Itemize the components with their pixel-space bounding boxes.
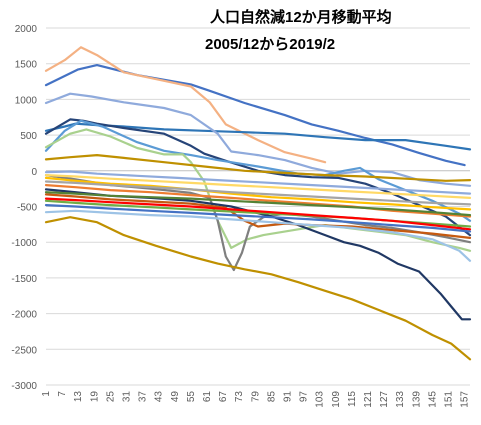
x-tick-label: 157 [460, 391, 471, 408]
y-tick-label: -3000 [11, 381, 37, 392]
gridlines [46, 27, 470, 386]
series-line-13 [44, 184, 472, 218]
series-line-21 [44, 197, 472, 231]
series-line-17 [44, 209, 472, 262]
x-tick-label: 97 [299, 391, 310, 403]
series-line-10 [44, 216, 472, 361]
series-line-3 [44, 122, 472, 151]
x-tick-label: 115 [347, 391, 358, 407]
series-line-2 [44, 46, 327, 164]
y-tick-label: 2000 [15, 24, 38, 35]
series-line-6 [44, 119, 472, 222]
x-tick-label: 25 [105, 391, 116, 403]
x-tick-label: 37 [138, 391, 149, 403]
y-tick-label: -2000 [11, 310, 37, 321]
x-tick-label: 19 [89, 391, 100, 403]
y-tick-label: -500 [17, 203, 37, 214]
x-tick-label: 139 [411, 391, 422, 408]
chart-title-line1: 人口自然減12か月移動平均 [210, 8, 392, 26]
x-tick-label: 145 [427, 391, 438, 408]
x-tick-label: 151 [444, 391, 455, 408]
x-tick-label: 49 [170, 391, 181, 403]
x-tick-label: 43 [154, 391, 165, 403]
y-tick-label: -2500 [11, 345, 37, 356]
x-tick-label: 7 [57, 391, 68, 397]
x-tick-label: 55 [186, 391, 197, 403]
y-tick-label: 0 [31, 167, 37, 178]
x-tick-label: 1 [41, 391, 52, 397]
series-line-11 [44, 154, 472, 182]
series-line-18 [44, 204, 472, 233]
series-line-14 [44, 193, 472, 239]
series-line-20 [44, 174, 472, 199]
series-line-8 [44, 174, 472, 272]
x-tick-label: 127 [379, 391, 390, 408]
x-tick-label: 61 [202, 391, 213, 403]
y-tick-label: 1000 [15, 95, 38, 106]
series-lines [44, 46, 472, 361]
x-tick-label: 133 [395, 391, 406, 408]
series-line-16 [44, 191, 472, 217]
x-tick-label: 67 [218, 391, 229, 403]
series-line-1 [44, 63, 466, 167]
series-line-12 [44, 176, 472, 211]
chart-title-line2: 2005/12から2019/2 [205, 36, 335, 53]
series-line-22 [44, 170, 472, 195]
series-line-5 [44, 118, 472, 237]
x-axis-ticks: 1 7 13 19 25 31 37 43 49 55 61 67 73 79 85 91 97 103 109 11… [41, 391, 471, 408]
y-tick-label: 500 [20, 131, 37, 142]
x-tick-label: 91 [283, 391, 294, 403]
x-tick-label: 73 [234, 391, 245, 403]
series-line-19 [44, 180, 472, 206]
x-tick-label: 103 [315, 391, 326, 408]
y-tick-label: -1500 [11, 274, 37, 285]
x-tick-label: 31 [122, 391, 133, 403]
x-tick-label: 109 [331, 391, 342, 408]
y-tick-label: 1500 [15, 60, 38, 71]
x-tick-label: 85 [266, 391, 277, 403]
y-axis-ticks: 2000 1500 1000 500 0 -500 -1000 -1500 -2000 -2500… [11, 24, 37, 392]
x-tick-label: 13 [73, 391, 84, 403]
series-line-4 [44, 92, 472, 187]
y-tick-label: -1000 [11, 238, 37, 249]
x-tick-label: 121 [363, 391, 374, 408]
x-tick-label: 79 [250, 391, 261, 403]
